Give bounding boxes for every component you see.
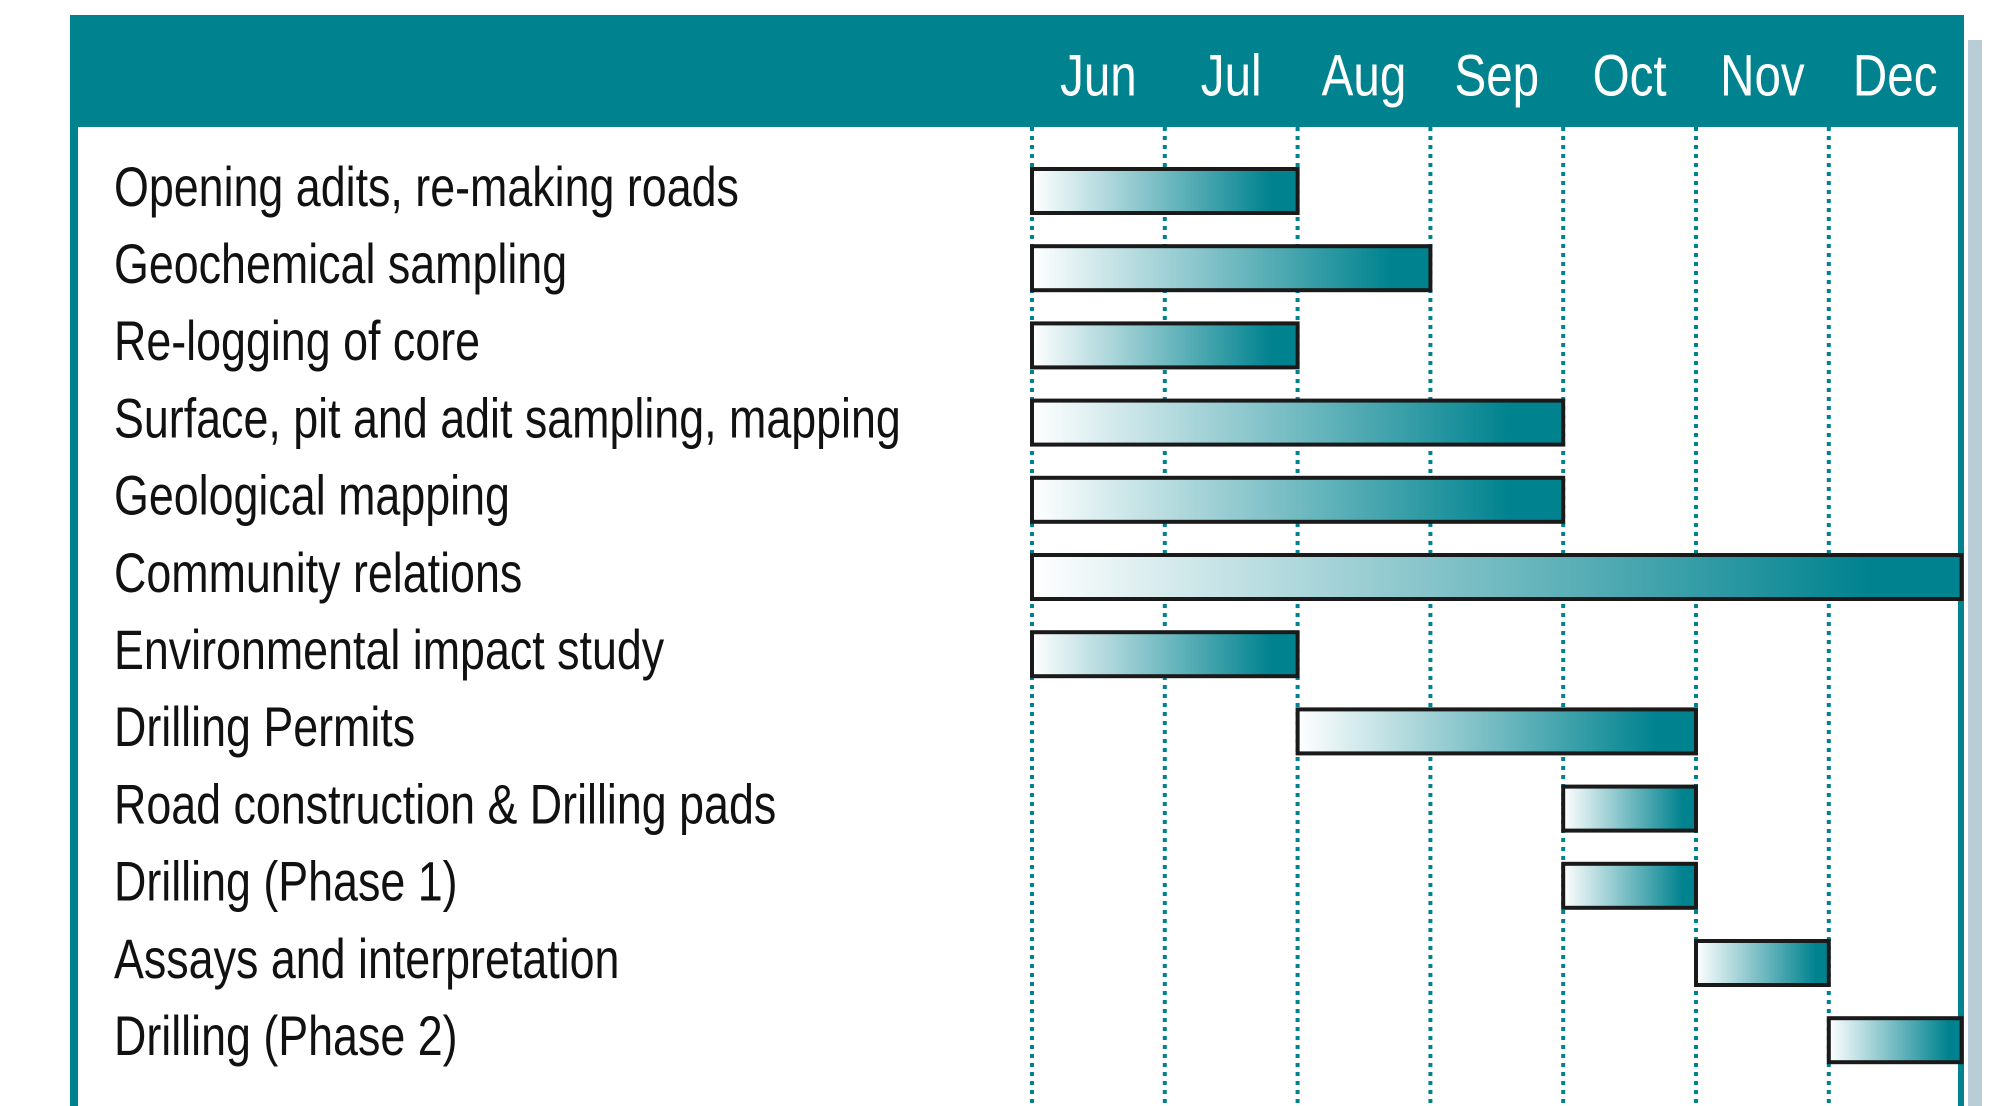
task-label: Opening adits, re-making roads bbox=[114, 155, 739, 218]
month-label: Jun bbox=[1060, 44, 1137, 109]
task-bar bbox=[1030, 167, 1300, 215]
month-label: Aug bbox=[1322, 44, 1407, 109]
frame-shadow bbox=[1968, 40, 1982, 1106]
task-label: Drilling (Phase 1) bbox=[114, 850, 458, 913]
task-bar bbox=[1030, 244, 1433, 293]
task-bar bbox=[1030, 475, 1566, 524]
task-bar bbox=[1694, 939, 1831, 987]
header-band bbox=[70, 15, 1964, 127]
task-bar bbox=[1561, 861, 1698, 910]
task-label: Drilling Permits bbox=[114, 695, 415, 758]
task-label: Community relations bbox=[114, 541, 522, 604]
month-label: Oct bbox=[1593, 44, 1667, 109]
task-label: Geological mapping bbox=[114, 464, 510, 527]
task-label: Environmental impact study bbox=[114, 618, 665, 681]
task-bar bbox=[1030, 630, 1300, 679]
task-bar bbox=[1030, 553, 1964, 601]
month-label: Dec bbox=[1853, 44, 1938, 109]
task-bar bbox=[1561, 784, 1698, 833]
task-bar bbox=[1030, 398, 1566, 447]
task-bar bbox=[1030, 321, 1300, 370]
task-label: Surface, pit and adit sampling, mapping bbox=[114, 387, 901, 450]
month-label: Sep bbox=[1454, 44, 1539, 109]
month-label: Nov bbox=[1720, 44, 1805, 109]
month-label: Jul bbox=[1201, 44, 1262, 109]
task-bar bbox=[1295, 707, 1698, 756]
task-label: Drilling (Phase 2) bbox=[114, 1004, 458, 1067]
task-bar bbox=[1826, 1016, 1964, 1065]
frame-left bbox=[70, 15, 78, 1106]
task-label: Geochemical sampling bbox=[114, 232, 567, 295]
task-label: Re-logging of core bbox=[114, 309, 480, 372]
task-label: Assays and interpretation bbox=[114, 927, 619, 990]
task-label: Road construction & Drilling pads bbox=[114, 773, 776, 836]
